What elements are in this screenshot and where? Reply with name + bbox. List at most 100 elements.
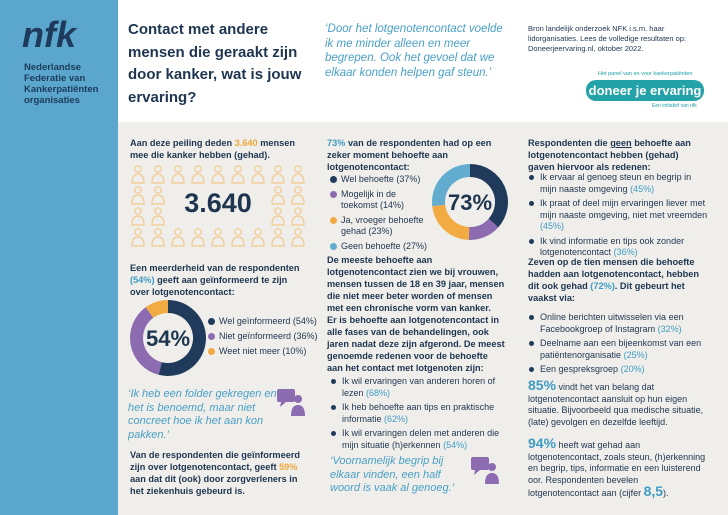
- person-body: [291, 173, 305, 184]
- phases: Er is behoefte aan lotgenotencontact in …: [327, 315, 505, 373]
- person-head: [134, 186, 142, 194]
- highlight: geen: [610, 138, 632, 148]
- person-body: [151, 236, 165, 247]
- legend-label: Ja, vroeger behoefte gehad (23%): [341, 215, 424, 236]
- text: Zeven op de tien mensen die behoefte had…: [528, 257, 700, 291]
- legend-swatch: [330, 191, 337, 198]
- title: Contact met andere mensen die geraakt zi…: [128, 21, 302, 106]
- text: . Dit gebeurt het vaakst via:: [528, 281, 685, 303]
- legend-item: Niet geïnformeerd (36%): [208, 331, 318, 342]
- person-head: [134, 228, 142, 236]
- legend: Wel geïnformeerd (54%) Niet geïnformeerd …: [208, 316, 318, 361]
- person-body: [231, 173, 245, 184]
- person-body: [191, 236, 205, 247]
- highlight: 59%: [279, 462, 298, 472]
- item-text: Deelname aan een bijeenkomst van een pat…: [540, 338, 702, 360]
- intro: Respondenten die geen behoefte aan lotge…: [528, 137, 706, 173]
- donut-segment: [158, 300, 206, 376]
- person-head: [274, 207, 282, 215]
- person-head: [194, 165, 202, 173]
- list-item: Een gespreksgroep (20%): [528, 364, 708, 376]
- legend-label: Wel behoefte (37%): [341, 174, 421, 184]
- person-body: [251, 236, 265, 247]
- most-need: De meeste behoefte aan lotgenotencontact…: [327, 255, 505, 313]
- donut-chart: 54%: [129, 300, 206, 376]
- legend-item: Ja, vroeger behoefte gehad (23%): [330, 215, 430, 237]
- item-text: Een gespreksgroep: [540, 364, 619, 374]
- chat-icon: [471, 457, 499, 484]
- highlight: 85%: [528, 377, 557, 393]
- sidebar: [0, 0, 118, 515]
- legend-item: Weet niet meer (10%): [208, 346, 318, 357]
- chat-icon: [277, 389, 305, 416]
- text: ).: [663, 488, 669, 498]
- donut-segment: [432, 204, 470, 240]
- donut-segment: [468, 218, 499, 240]
- item-text: Ik wil ervaringen van anderen horen of l…: [342, 376, 496, 398]
- person-body: [271, 194, 285, 205]
- person-body: [191, 173, 205, 184]
- logo: nfk: [22, 14, 76, 55]
- text: Van de respondenten die geïnformeerd zij…: [130, 450, 301, 472]
- list-item: Ik vind informatie en tips ook zonder lo…: [528, 236, 708, 259]
- legend-swatch: [208, 333, 215, 340]
- highlight: 94%: [528, 435, 557, 451]
- person-body: [271, 236, 285, 247]
- person-head: [214, 165, 222, 173]
- legend-item: Wel behoefte (37%): [330, 174, 430, 185]
- center-label: 54%: [146, 326, 190, 351]
- legend-swatch: [208, 348, 215, 355]
- person-head: [274, 228, 282, 236]
- item-text: Ik wil ervaringen delen met anderen die …: [342, 428, 500, 450]
- person-body: [151, 215, 165, 226]
- item-percentage: (68%): [366, 387, 391, 398]
- person-body: [251, 173, 265, 184]
- person-head: [174, 228, 182, 236]
- donut-segment: [470, 164, 508, 228]
- person-head: [174, 165, 182, 173]
- item-percentage: (32%): [657, 323, 682, 334]
- highlight: (54%): [130, 275, 155, 285]
- person-head: [254, 165, 262, 173]
- text: Een meerderheid van de respondenten: [130, 263, 300, 273]
- item-percentage: (45%): [630, 183, 655, 194]
- person-body: [151, 173, 165, 184]
- list-item: Ik heb behoefte aan tips en praktische i…: [330, 402, 505, 425]
- donut-segment: [129, 307, 162, 375]
- intro: 73% van de respondenten had op een zeker…: [327, 137, 497, 173]
- person-head: [154, 165, 162, 173]
- text: vindt het van belang dat lotgenotenconta…: [528, 382, 704, 427]
- legend-item: Wel geïnformeerd (54%): [208, 316, 318, 327]
- person-body: [211, 173, 225, 184]
- person-head: [194, 228, 202, 236]
- legend-label: Weet niet meer (10%): [219, 346, 307, 356]
- item-percentage: (36%): [613, 247, 638, 257]
- person-head: [134, 165, 142, 173]
- person-body: [131, 173, 145, 184]
- legend-swatch: [330, 176, 337, 183]
- big-number: 3.640: [184, 188, 252, 218]
- item-text: Ik heb behoefte aan tips en praktische i…: [342, 402, 495, 424]
- legend-label: Wel geïnformeerd (54%): [219, 316, 317, 326]
- list-item: Online berichten uitwisselen via een Fac…: [528, 312, 708, 335]
- person-body: [231, 236, 245, 247]
- quote: ‘Ik heb een folder gekregen en het is be…: [128, 388, 277, 441]
- person-body: [131, 236, 145, 247]
- item-text: Ik vind informatie en tips ook zonder lo…: [540, 235, 685, 258]
- seven-of-ten: Zeven op de tien mensen die behoefte had…: [528, 256, 708, 304]
- benefit: 94% heeft wat gehad aan lotgenotencontac…: [528, 435, 708, 500]
- reasons-list: Ik ervaar al genoeg steun en begrip in m…: [528, 172, 708, 262]
- person-body: [131, 194, 145, 205]
- legend-label: Geen behoefte (27%): [341, 241, 428, 251]
- person-head: [134, 207, 142, 215]
- legend-swatch: [330, 217, 337, 224]
- list-item: Ik wil ervaringen van anderen horen of l…: [330, 376, 505, 399]
- person-body: [291, 194, 305, 205]
- brand-tagline: Het panel van en voor kankerpatiënten: [598, 71, 693, 77]
- item-percentage: (54%): [443, 439, 468, 450]
- person-body: [291, 215, 305, 226]
- list-item: Ik ervaar al genoeg steun en begrip in m…: [528, 172, 708, 195]
- person-body: [291, 236, 305, 247]
- source: Bron landelijk onderzoek NFK i.s.m. haar…: [528, 24, 687, 53]
- donut-segment: [431, 164, 470, 207]
